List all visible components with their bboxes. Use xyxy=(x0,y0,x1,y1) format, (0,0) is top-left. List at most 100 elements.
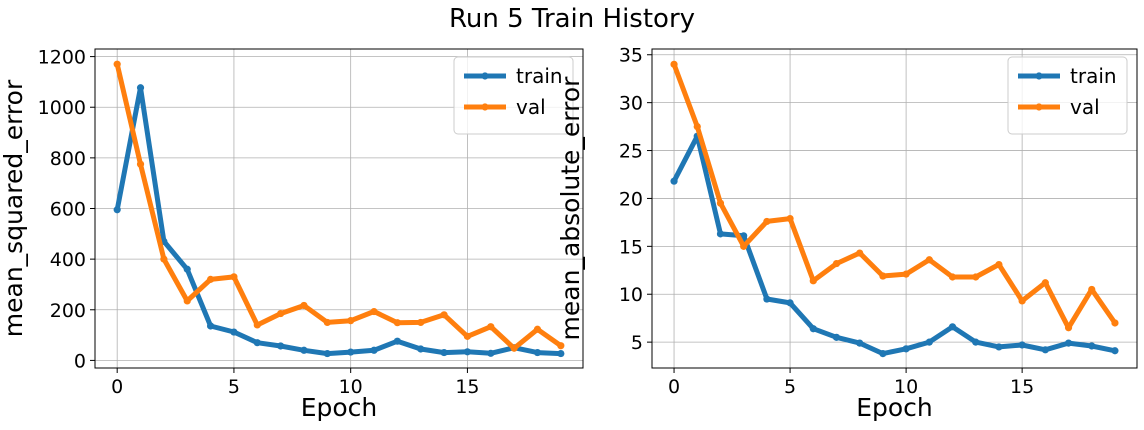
mse-data-point-train xyxy=(370,346,378,354)
mae-data-point-val xyxy=(763,217,771,226)
mse-data-point-train xyxy=(300,346,308,354)
mae-data-point-train xyxy=(786,299,794,307)
mae-data-point-train xyxy=(948,323,957,331)
mae-data-point-val xyxy=(1111,319,1119,327)
mse-data-point-train xyxy=(463,348,472,356)
mae-y-tick-label: 20 xyxy=(619,188,643,210)
mae-data-point-train xyxy=(740,232,748,240)
mse-data-point-train xyxy=(323,349,331,358)
mse-data-point-val xyxy=(206,275,215,283)
figure-title: Run 5 Train History xyxy=(449,4,695,34)
mse-y-tick-label: 1200 xyxy=(38,47,86,69)
mse-data-point-val xyxy=(136,160,145,168)
mae-series-line-train xyxy=(671,133,1116,357)
mae-legend-marker-train xyxy=(1035,72,1043,80)
mse-data-point-val xyxy=(323,318,331,327)
mse-data-point-val xyxy=(557,342,565,350)
mae-data-point-val xyxy=(1041,279,1049,287)
mse-x-tick-label: 5 xyxy=(228,376,240,398)
mse-data-point-train xyxy=(487,349,495,357)
mae-data-point-val xyxy=(693,122,701,131)
mse-data-point-val xyxy=(300,301,308,310)
mae-x-tick-label: 5 xyxy=(784,376,796,398)
mae-data-point-val xyxy=(902,270,910,278)
mae-data-point-train xyxy=(1111,347,1119,355)
mae-data-point-val xyxy=(925,256,933,264)
mae-data-point-val xyxy=(856,249,864,257)
mse-y-tick-label: 200 xyxy=(50,300,86,322)
mse-data-point-train xyxy=(253,339,261,347)
mse-x-axis-label: Epoch xyxy=(301,393,378,422)
mse-data-point-train xyxy=(136,84,145,92)
mse-legend-label-val: val xyxy=(516,95,546,119)
mse-data-point-train xyxy=(557,349,565,358)
mse-chart-panel: 0 5 10 15 0 200 400 600 800 1000 1200 Epoch mean_squ… xyxy=(0,47,584,422)
mae-data-point-val xyxy=(1018,297,1026,305)
mae-data-point-val xyxy=(740,242,748,250)
mse-data-point-train xyxy=(393,337,401,345)
mse-y-tick-label: 1000 xyxy=(38,97,86,119)
mae-data-point-train xyxy=(879,350,887,358)
mse-series-line-train xyxy=(114,85,561,357)
mae-y-tick-label: 5 xyxy=(631,332,643,354)
mse-data-point-val xyxy=(463,332,472,340)
mse-data-point-train xyxy=(206,322,215,330)
mae-data-point-train xyxy=(1041,346,1049,354)
mae-y-tick-label: 10 xyxy=(619,284,643,306)
mae-data-point-val xyxy=(1064,324,1073,332)
mae-data-point-train xyxy=(670,177,678,185)
mae-data-point-val xyxy=(716,199,725,207)
mae-data-point-val xyxy=(786,214,794,223)
mae-data-point-train xyxy=(995,343,1003,351)
mae-legend-label-val: val xyxy=(1070,95,1100,119)
mse-data-point-train xyxy=(183,265,191,273)
mse-data-point-val xyxy=(533,325,542,333)
mae-legend-label-train: train xyxy=(1070,64,1117,88)
mse-data-point-val xyxy=(160,255,168,263)
mae-legend-marker-val xyxy=(1035,103,1043,111)
mse-data-point-val xyxy=(510,344,518,352)
mae-data-point-train xyxy=(925,338,933,346)
mse-legend-marker-val xyxy=(481,103,489,111)
mse-data-point-train xyxy=(533,348,542,357)
mse-y-tick-label: 400 xyxy=(50,249,86,271)
mae-data-point-val xyxy=(1088,285,1096,294)
mae-chart-panel: 0 5 10 15 5 10 15 20 25 30 35 Epoch mean_absolute_er… xyxy=(556,45,1138,422)
mae-y-axis-label: mean_absolute_error xyxy=(556,76,585,341)
mse-data-point-train xyxy=(277,342,285,350)
mae-data-point-val xyxy=(972,273,980,281)
mae-data-point-train xyxy=(1088,342,1096,350)
mse-x-tick-label: 10 xyxy=(339,376,363,398)
mse-data-point-train xyxy=(440,348,448,357)
mae-data-point-train xyxy=(972,338,980,346)
mse-data-point-val xyxy=(113,60,121,68)
mse-x-tick-label: 0 xyxy=(111,376,123,398)
mae-series-line-val xyxy=(671,63,1118,331)
mse-y-tick-label: 0 xyxy=(74,350,86,372)
mae-data-point-train xyxy=(809,325,817,333)
mse-data-point-val xyxy=(487,323,495,331)
mae-data-point-val xyxy=(670,60,678,68)
mse-legend-marker-train xyxy=(481,72,489,80)
mae-data-point-train xyxy=(716,230,725,238)
mse-series-line-val xyxy=(114,63,563,351)
mse-legend-label-train: train xyxy=(516,64,563,88)
mae-data-point-val xyxy=(832,259,841,268)
mse-data-point-val xyxy=(440,311,448,319)
mae-plot-frame xyxy=(651,48,1138,369)
mse-data-point-val xyxy=(370,307,378,316)
mae-data-point-val xyxy=(995,260,1003,269)
mae-data-point-train xyxy=(856,339,864,347)
mse-y-tick-label: 800 xyxy=(50,148,86,170)
mae-data-point-val xyxy=(879,272,887,280)
mae-data-point-train xyxy=(1018,341,1026,349)
mae-y-tick-label: 30 xyxy=(619,93,643,115)
mse-data-point-train xyxy=(230,328,238,336)
mae-data-point-train xyxy=(902,345,910,353)
mae-x-tick-label: 15 xyxy=(1010,376,1034,398)
mse-data-point-val xyxy=(253,321,261,329)
mse-data-point-val xyxy=(230,273,238,281)
mse-y-tick-label: 600 xyxy=(50,199,86,221)
